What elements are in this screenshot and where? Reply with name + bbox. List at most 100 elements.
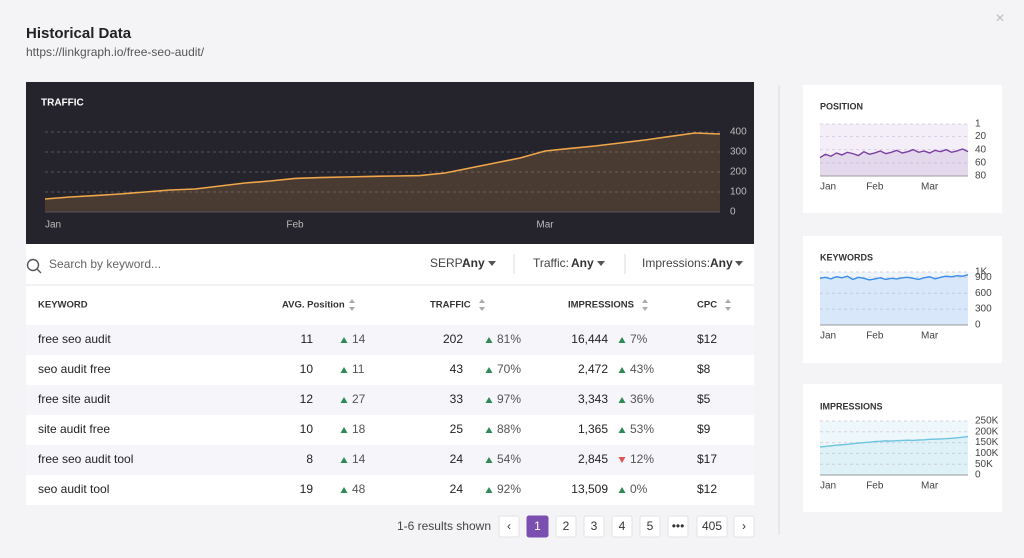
trend-up-icon bbox=[618, 427, 626, 433]
page-button[interactable] bbox=[555, 515, 577, 538]
trend-down-icon bbox=[618, 457, 626, 463]
trend-up-icon bbox=[485, 397, 493, 403]
page-button[interactable] bbox=[733, 515, 755, 538]
search-input[interactable]: Search by keyword... bbox=[49, 257, 161, 271]
area bbox=[820, 436, 968, 475]
y-tick-label: 80 bbox=[975, 171, 987, 182]
x-tick-label: Jan bbox=[820, 481, 836, 492]
filter-value[interactable]: Any bbox=[462, 256, 485, 270]
table-cell: 43 bbox=[450, 362, 464, 376]
row-band bbox=[26, 385, 754, 415]
filter-label[interactable]: SERP: bbox=[430, 256, 466, 270]
trend-up-icon bbox=[485, 337, 493, 343]
page-title: Historical Data bbox=[26, 25, 132, 42]
filter-value[interactable]: Any bbox=[571, 256, 594, 270]
page-button-label[interactable]: ••• bbox=[672, 519, 685, 533]
sort-icon bbox=[725, 307, 731, 311]
dropdown-arrow bbox=[488, 261, 496, 266]
y-tick-label: 100K bbox=[975, 448, 999, 459]
change-cell: 53% bbox=[630, 422, 654, 436]
change-cell: 97% bbox=[497, 392, 521, 406]
page-button[interactable] bbox=[639, 515, 661, 538]
table-cell: 12 bbox=[300, 392, 314, 406]
column-header[interactable]: AVG. Position bbox=[282, 300, 345, 311]
row-band bbox=[26, 445, 754, 475]
chart-title: TRAFFIC bbox=[41, 98, 84, 109]
chart-title: KEYWORDS bbox=[820, 252, 873, 262]
x-tick-label: Feb bbox=[866, 331, 884, 342]
change-cell: 0% bbox=[630, 482, 648, 496]
table-cell: 1,365 bbox=[578, 422, 608, 436]
sort-icon bbox=[642, 299, 648, 303]
table-cell: 13,509 bbox=[571, 482, 608, 496]
filter-label[interactable]: Impressions: bbox=[642, 256, 710, 270]
trend-up-icon bbox=[340, 457, 348, 463]
change-cell: 14 bbox=[352, 332, 366, 346]
column-header[interactable]: CPC bbox=[697, 300, 717, 311]
chart-title: IMPRESSIONS bbox=[820, 401, 883, 411]
page-button[interactable] bbox=[498, 515, 520, 538]
filter-label[interactable]: Traffic: bbox=[533, 256, 569, 270]
x-tick-label: Jan bbox=[820, 182, 836, 193]
trend-up-icon bbox=[340, 487, 348, 493]
trend-up-icon bbox=[618, 367, 626, 373]
y-tick-label: 600 bbox=[975, 288, 992, 299]
trend-up-icon bbox=[340, 427, 348, 433]
column-header[interactable]: KEYWORD bbox=[38, 300, 88, 311]
y-tick-label: 50K bbox=[975, 459, 993, 470]
y-tick-label: 150K bbox=[975, 437, 999, 448]
y-tick-label: 200K bbox=[975, 426, 999, 437]
y-tick-label: 100 bbox=[730, 187, 747, 198]
y-tick-label: 300 bbox=[730, 147, 747, 158]
table-cell: $9 bbox=[697, 422, 711, 436]
y-tick-label: 900 bbox=[975, 272, 992, 283]
page-button-label[interactable]: 405 bbox=[702, 519, 722, 533]
y-tick-label: 40 bbox=[975, 144, 987, 155]
table-cell: $17 bbox=[697, 452, 717, 466]
table-cell: 33 bbox=[450, 392, 464, 406]
x-tick-label: Jan bbox=[45, 220, 61, 231]
trend-up-icon bbox=[485, 427, 493, 433]
change-cell: 92% bbox=[497, 482, 521, 496]
y-tick-label: 1 bbox=[975, 119, 981, 130]
y-tick-label: 0 bbox=[975, 470, 981, 481]
column-header[interactable]: IMPRESSIONS bbox=[568, 300, 634, 311]
table-cell: 16,444 bbox=[571, 332, 608, 346]
filter-value[interactable]: Any bbox=[710, 256, 733, 270]
page-button-label[interactable]: 5 bbox=[647, 519, 654, 533]
plot-band bbox=[820, 272, 968, 325]
page-button-label[interactable]: 4 bbox=[619, 519, 626, 533]
trend-up-icon bbox=[485, 487, 493, 493]
page-button-label[interactable]: 2 bbox=[563, 519, 570, 533]
change-cell: 18 bbox=[352, 422, 366, 436]
y-tick-label: 250K bbox=[975, 416, 999, 427]
page-button-label[interactable]: › bbox=[742, 519, 746, 533]
page-button[interactable] bbox=[611, 515, 633, 538]
table-cell: 10 bbox=[300, 362, 314, 376]
page-button[interactable] bbox=[583, 515, 605, 538]
table-cell: 202 bbox=[443, 332, 463, 346]
page-button[interactable] bbox=[667, 515, 689, 538]
page-button-label[interactable]: ‹ bbox=[507, 519, 511, 533]
page-button-label[interactable]: 3 bbox=[591, 519, 598, 533]
trend-up-icon bbox=[340, 367, 348, 373]
y-tick-label: 1K bbox=[975, 267, 988, 278]
page-button-label[interactable]: 1 bbox=[534, 519, 541, 533]
change-cell: 11 bbox=[352, 362, 365, 376]
change-cell: 12% bbox=[630, 452, 654, 466]
row-band bbox=[26, 325, 754, 355]
table-cell: $8 bbox=[697, 362, 711, 376]
change-cell: 43% bbox=[630, 362, 654, 376]
table-cell: 11 bbox=[301, 332, 314, 346]
column-header[interactable]: TRAFFIC bbox=[430, 300, 471, 311]
table-cell: 2,845 bbox=[578, 452, 608, 466]
page-button[interactable] bbox=[526, 515, 549, 538]
area bbox=[45, 133, 720, 212]
table-cell: 24 bbox=[450, 482, 464, 496]
x-tick-label: Feb bbox=[286, 220, 304, 231]
change-cell: 36% bbox=[630, 392, 654, 406]
close-button[interactable]: × bbox=[995, 10, 1004, 27]
table-cell: 8 bbox=[306, 452, 313, 466]
page-button[interactable] bbox=[696, 515, 728, 538]
y-tick-label: 0 bbox=[975, 320, 981, 331]
